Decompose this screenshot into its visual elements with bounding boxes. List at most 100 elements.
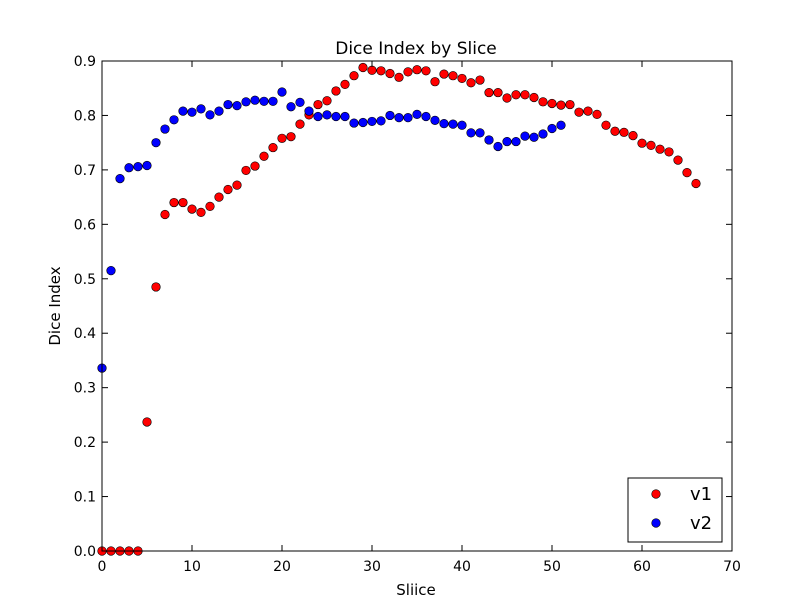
data-point-v1 bbox=[196, 207, 206, 217]
data-point-v1 bbox=[556, 100, 566, 110]
data-point-v1 bbox=[232, 180, 242, 190]
data-point-v1 bbox=[223, 184, 233, 195]
y-tick-label: 0.9 bbox=[74, 54, 96, 70]
data-point-v1 bbox=[250, 161, 260, 171]
data-point-v1 bbox=[349, 71, 359, 81]
data-point-v1 bbox=[277, 133, 287, 143]
data-point-v2 bbox=[466, 128, 476, 138]
data-point-v1 bbox=[610, 126, 620, 136]
x-tick-label: 10 bbox=[183, 559, 201, 575]
data-point-v1 bbox=[592, 109, 602, 119]
data-point-v1 bbox=[547, 98, 557, 109]
data-point-v1 bbox=[403, 67, 413, 77]
data-point-v2 bbox=[178, 106, 188, 116]
data-point-v2 bbox=[106, 266, 116, 276]
series-v1 bbox=[97, 62, 701, 556]
data-point-v1 bbox=[295, 119, 305, 129]
data-point-v2 bbox=[430, 115, 440, 125]
data-point-v2 bbox=[214, 106, 224, 116]
data-point-v1 bbox=[601, 120, 611, 130]
data-point-v1 bbox=[268, 142, 278, 153]
data-point-v2 bbox=[304, 106, 314, 116]
data-point-v1 bbox=[574, 107, 584, 117]
data-point-v2 bbox=[295, 97, 305, 107]
legend-marker-v1 bbox=[651, 489, 661, 499]
data-point-v1 bbox=[160, 209, 170, 220]
data-point-v1 bbox=[673, 155, 683, 165]
data-point-v1 bbox=[493, 87, 503, 98]
plot-area bbox=[97, 61, 732, 556]
data-point-v2 bbox=[250, 95, 260, 105]
data-point-v2 bbox=[322, 110, 332, 120]
data-point-v2 bbox=[151, 138, 161, 148]
data-point-v1 bbox=[502, 93, 512, 103]
data-point-v1 bbox=[457, 73, 467, 84]
data-point-v2 bbox=[268, 96, 278, 106]
data-point-v1 bbox=[655, 144, 665, 154]
data-point-v2 bbox=[547, 123, 557, 134]
y-tick-label: 0.6 bbox=[74, 217, 96, 233]
data-point-v1 bbox=[259, 151, 269, 161]
x-tick-label: 30 bbox=[363, 559, 381, 575]
data-point-v2 bbox=[277, 87, 287, 97]
legend-box bbox=[627, 477, 723, 543]
data-point-v2 bbox=[349, 118, 359, 128]
data-point-v1 bbox=[412, 65, 422, 75]
data-point-v2 bbox=[124, 163, 134, 173]
data-point-v2 bbox=[187, 107, 197, 117]
x-tick-label: 40 bbox=[453, 559, 471, 575]
x-tick-label: 20 bbox=[273, 559, 291, 575]
data-point-v2 bbox=[394, 113, 404, 123]
data-point-v1 bbox=[322, 96, 332, 106]
data-point-v2 bbox=[448, 119, 458, 129]
data-point-v1 bbox=[583, 106, 593, 116]
y-tick-label: 0.5 bbox=[74, 272, 96, 288]
data-point-v2 bbox=[376, 116, 386, 126]
data-point-v2 bbox=[331, 111, 341, 122]
legend-marker-v2 bbox=[651, 518, 661, 528]
data-point-v2 bbox=[385, 110, 395, 121]
y-tick-label: 0.1 bbox=[74, 490, 96, 506]
data-point-v1 bbox=[448, 71, 458, 81]
data-point-v2 bbox=[520, 131, 530, 141]
data-point-v2 bbox=[412, 109, 422, 119]
data-point-v1 bbox=[142, 417, 152, 427]
data-point-v2 bbox=[529, 132, 539, 142]
data-point-v2 bbox=[160, 124, 170, 134]
data-point-v2 bbox=[142, 160, 152, 171]
data-point-v1 bbox=[286, 132, 296, 142]
data-point-v1 bbox=[367, 65, 377, 75]
data-point-v1 bbox=[169, 197, 179, 208]
data-point-v2 bbox=[538, 129, 548, 139]
chart-title: Dice Index by Slice bbox=[335, 39, 497, 59]
data-point-v1 bbox=[646, 140, 656, 150]
data-point-v2 bbox=[484, 135, 494, 145]
data-point-v2 bbox=[457, 120, 467, 130]
y-axis-label: Dice Index bbox=[46, 266, 64, 345]
y-tick-label: 0.2 bbox=[74, 435, 96, 451]
data-point-v1 bbox=[682, 168, 692, 178]
x-tick-label: 50 bbox=[543, 559, 561, 575]
data-point-v1 bbox=[637, 138, 647, 148]
data-point-v2 bbox=[439, 119, 449, 129]
data-point-v2 bbox=[259, 96, 269, 106]
data-point-v2 bbox=[223, 99, 233, 110]
data-point-v1 bbox=[205, 201, 215, 211]
data-point-v1 bbox=[340, 79, 350, 90]
data-point-v1 bbox=[619, 127, 629, 137]
y-tick-label: 0.0 bbox=[74, 544, 96, 560]
data-point-v2 bbox=[196, 104, 206, 114]
data-point-v2 bbox=[511, 136, 521, 147]
data-point-v2 bbox=[232, 101, 242, 111]
data-point-v2 bbox=[340, 111, 350, 122]
data-point-v2 bbox=[502, 136, 512, 147]
data-point-v2 bbox=[493, 141, 503, 152]
data-point-v1 bbox=[691, 178, 701, 189]
data-point-v1 bbox=[187, 204, 197, 214]
data-point-v2 bbox=[421, 111, 431, 122]
y-tick-label: 0.3 bbox=[74, 381, 96, 397]
data-point-v1 bbox=[475, 75, 485, 85]
data-point-v2 bbox=[241, 97, 251, 107]
